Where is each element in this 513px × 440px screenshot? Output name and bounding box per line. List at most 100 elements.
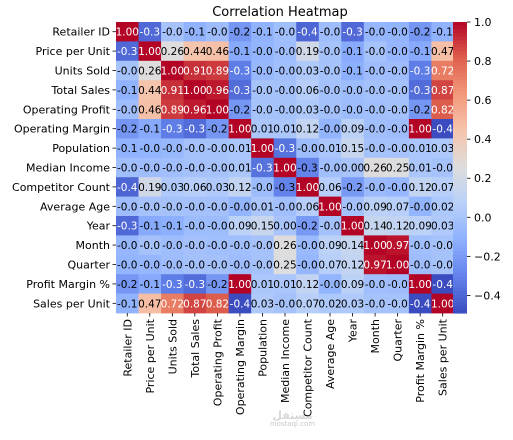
x-tick-label: Retailer ID [121, 319, 134, 377]
heatmap-cell [228, 216, 252, 236]
colorbar-segment [453, 309, 467, 314]
colorbar-segment [453, 32, 467, 38]
heatmap-cell [228, 41, 252, 62]
cell-value-label: 0.02 [431, 201, 454, 213]
cell-value-label: 1.00 [228, 279, 251, 291]
heatmap-cell [318, 196, 342, 217]
cell-value-label: -0.0 [207, 143, 228, 155]
heatmap-cell [363, 293, 387, 314]
y-tick-label: Median Income [26, 162, 110, 175]
colorbar-segment [453, 294, 467, 300]
heatmap-cell [273, 254, 297, 275]
cell-value-label: -0.0 [162, 240, 183, 252]
colorbar-segment [453, 167, 467, 172]
cell-value-label: -0.0 [275, 66, 296, 78]
heatmap-cell [273, 138, 297, 159]
colorbar-tick-label: 1.0 [474, 16, 492, 29]
cell-value-label: 1.00 [116, 27, 139, 39]
cell-value-label: 0.07 [386, 201, 409, 213]
cell-value-label: 0.09 [363, 201, 386, 213]
heatmap-cell [138, 119, 162, 139]
cell-value-label: 0.97 [386, 240, 409, 252]
cell-value-label: 0.01 [251, 279, 274, 291]
colorbar-segment [453, 302, 467, 307]
cell-value-label: -0.0 [387, 279, 408, 291]
colorbar-tick-label: 0.0 [474, 211, 492, 224]
colorbar-segment [453, 254, 467, 260]
heatmap-cell [296, 80, 320, 100]
cell-value-label: 0.07 [318, 260, 341, 272]
heatmap-cell [318, 99, 342, 120]
heatmap-cell [431, 177, 455, 197]
cell-value-label: -0.0 [387, 104, 408, 116]
cell-value-label: 0.09 [228, 221, 251, 233]
x-tick-label: Units Sold [166, 319, 179, 374]
cell-value-label: 0.15 [341, 143, 364, 155]
cell-value-label: 0.26 [363, 163, 387, 175]
cell-value-label: -0.1 [252, 27, 273, 39]
cell-value-label: -0.2 [230, 27, 251, 39]
heatmap-cell [273, 22, 297, 42]
cell-value-label: -0.0 [207, 260, 228, 272]
heatmap-cell [251, 138, 275, 159]
cell-value-label: -0.4 [230, 298, 251, 310]
heatmap-cell [363, 274, 387, 294]
cell-value-label: -0.0 [432, 260, 453, 272]
heatmap-cell [273, 99, 297, 120]
heatmap-cell [116, 99, 139, 120]
cell-value-label: -0.0 [365, 279, 386, 291]
y-tick-label: Month [76, 239, 111, 252]
cell-value-label: 0.01 [408, 143, 431, 155]
heatmap-cell [273, 60, 297, 81]
heatmap-cell [408, 254, 432, 275]
cell-value-label: -0.0 [320, 27, 341, 39]
cell-value-label: -0.0 [320, 104, 341, 116]
y-tick-label: Quarter [68, 259, 111, 272]
colorbar: 1.0 0.8 0.6 0.4 0.2 0.0 −0.2 −0.4 [453, 16, 501, 314]
cell-value-label: 0.12 [228, 182, 251, 194]
cell-value-label: -0.0 [275, 46, 296, 58]
heatmap-cell [138, 60, 162, 81]
heatmap-cell [206, 177, 230, 197]
x-tick-label: Average Age [324, 319, 337, 389]
colorbar-segment [453, 196, 467, 201]
cell-value-label: 0.07 [296, 298, 319, 310]
heatmap-cell [116, 80, 139, 100]
cell-value-label: -0.3 [297, 163, 318, 175]
cell-value-label: -0.0 [185, 260, 206, 272]
cell-value-label: -0.3 [252, 163, 273, 175]
cell-value-label: 1.00 [183, 85, 206, 97]
watermark-logo-text: مستقل [272, 409, 313, 422]
heatmap-cell [341, 293, 365, 314]
cell-value-label: 0.97 [363, 260, 386, 272]
heatmap-cell [386, 60, 410, 81]
heatmap-cell [318, 216, 342, 236]
cell-value-label: -0.0 [207, 240, 228, 252]
heatmap-cell [341, 235, 365, 256]
heatmap-cell [296, 41, 320, 62]
cell-value-label: -0.0 [275, 201, 296, 213]
chart-title: Correlation Heatmap [212, 5, 348, 20]
heatmap-cell [116, 196, 139, 217]
heatmap-cell [386, 157, 410, 178]
heatmap-cell [138, 157, 162, 178]
heatmap-cell [341, 177, 365, 197]
cell-value-label: -0.3 [275, 182, 296, 194]
heatmap-cell [273, 216, 297, 236]
cell-value-label: 0.87 [183, 298, 206, 310]
cell-value-label: -0.2 [207, 124, 228, 136]
colorbar-segment [453, 262, 467, 267]
cell-value-label: -0.0 [432, 163, 453, 175]
colorbar-segment [453, 192, 467, 198]
heatmap-cell [341, 196, 365, 217]
cell-value-label: 0.46 [206, 46, 230, 58]
colorbar-segment [453, 211, 467, 216]
cell-value-label: -0.3 [162, 279, 183, 291]
cell-value-label: 0.03 [431, 143, 454, 155]
cell-value-label: -0.3 [410, 85, 431, 97]
heatmap-cell [431, 138, 455, 159]
cell-value-label: 1.00 [161, 66, 184, 78]
heatmap-cell [138, 99, 162, 120]
cell-value-label: -0.0 [117, 104, 138, 116]
heatmap-cell [116, 119, 139, 139]
